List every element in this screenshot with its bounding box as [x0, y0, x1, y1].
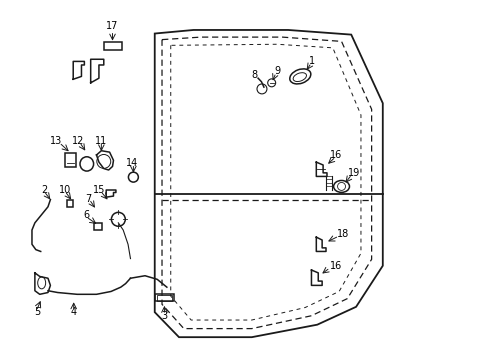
Bar	[94, 223, 102, 230]
Bar	[67, 200, 73, 207]
Bar	[103, 42, 122, 50]
Text: 13: 13	[50, 136, 62, 146]
Text: 17: 17	[106, 21, 119, 31]
Text: 16: 16	[329, 261, 341, 271]
Bar	[65, 153, 76, 167]
Bar	[157, 295, 171, 301]
Text: 4: 4	[70, 307, 77, 317]
Text: 18: 18	[336, 229, 348, 239]
Text: 2: 2	[41, 185, 47, 195]
Text: 8: 8	[251, 69, 257, 80]
Text: 11: 11	[95, 136, 107, 146]
Text: 16: 16	[329, 150, 341, 160]
Text: 3: 3	[161, 311, 167, 321]
Text: 7: 7	[85, 194, 91, 203]
Text: 19: 19	[347, 168, 359, 178]
Bar	[154, 294, 174, 301]
Text: 6: 6	[83, 210, 90, 220]
Text: 10: 10	[59, 185, 71, 195]
Text: 5: 5	[34, 307, 41, 317]
Text: 12: 12	[72, 136, 84, 146]
Text: 1: 1	[309, 57, 315, 66]
Text: 15: 15	[93, 185, 105, 195]
Text: 9: 9	[273, 66, 280, 76]
Text: 14: 14	[125, 158, 138, 168]
